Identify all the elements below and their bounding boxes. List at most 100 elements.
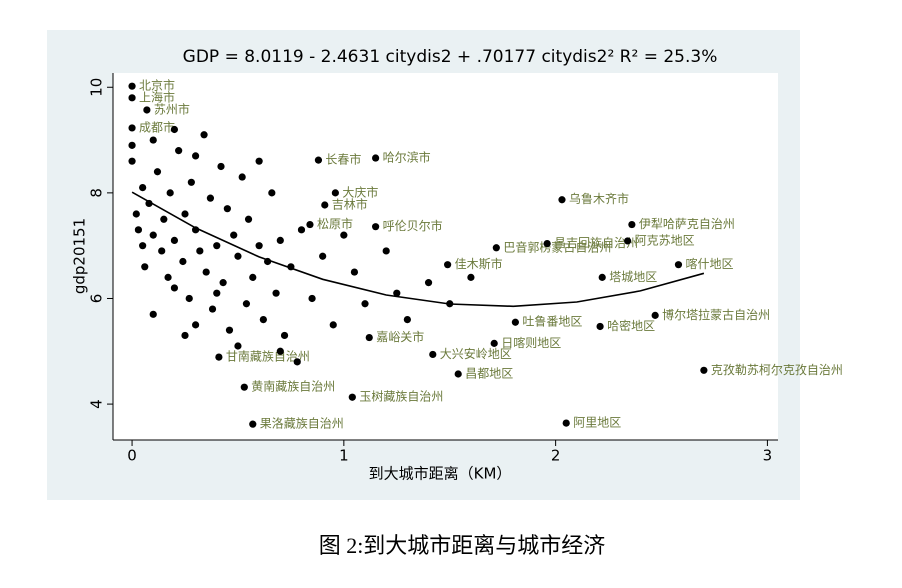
point: [181, 331, 189, 340]
point-label: 克孜勒苏柯尔克孜自治州: [711, 362, 843, 377]
point: [490, 339, 498, 347]
point: [196, 247, 204, 255]
point: [543, 239, 551, 248]
point: [143, 106, 151, 114]
point: [492, 244, 500, 252]
point: [340, 231, 348, 239]
point: [467, 273, 475, 281]
point: [213, 242, 221, 250]
point: [280, 331, 289, 340]
point-label: 阿克苏地区: [635, 233, 695, 247]
point: [170, 125, 179, 134]
point: [598, 273, 606, 281]
x-tick-label: 0: [127, 447, 137, 465]
point-label: 北京市: [139, 78, 175, 93]
point: [361, 300, 369, 308]
point: [128, 94, 136, 102]
point: [128, 141, 136, 149]
point: [208, 305, 217, 313]
point: [234, 252, 242, 260]
point-label: 大兴安岭地区: [440, 346, 512, 361]
point: [134, 226, 143, 234]
point: [149, 231, 157, 239]
point-label: 成都市: [139, 119, 175, 134]
point-label: 巴音郭楞蒙古自治州: [503, 239, 611, 254]
point: [145, 199, 153, 208]
point-label: 日喀则地区: [501, 336, 561, 350]
point: [372, 223, 380, 231]
point: [187, 178, 195, 186]
point-label: 阿里地区: [573, 416, 621, 430]
point-label: 玉树藏族自治州: [359, 389, 443, 404]
point: [181, 210, 189, 218]
point: [141, 263, 149, 271]
point: [166, 189, 174, 197]
point: [276, 347, 284, 355]
point-label: 塔城地区: [609, 270, 657, 284]
point: [153, 168, 162, 176]
point: [158, 247, 166, 255]
point: [213, 289, 221, 297]
point: [596, 322, 604, 331]
point: [234, 342, 242, 350]
point: [314, 156, 323, 164]
point: [329, 321, 337, 329]
point: [225, 326, 234, 334]
point: [348, 393, 356, 401]
point: [242, 300, 251, 308]
point: [200, 131, 208, 139]
point: [175, 147, 183, 155]
point-label: 长春市: [325, 152, 361, 167]
point: [255, 157, 263, 165]
y-tick-label: 8: [88, 188, 106, 198]
point: [365, 333, 373, 342]
point-label: 昌都地区: [465, 366, 513, 380]
point: [403, 316, 411, 324]
point: [230, 231, 238, 239]
x-axis-label: 到大城市距离（KM）: [369, 465, 512, 483]
chart-title: GDP = 8.0119 - 2.4631 citydis2 + .70177 …: [183, 47, 718, 67]
plot-area: [113, 73, 778, 440]
point: [249, 420, 257, 428]
point: [700, 366, 708, 374]
point-label: 佳木斯市: [455, 256, 503, 271]
point: [306, 220, 314, 229]
point: [393, 289, 401, 297]
point: [170, 284, 179, 292]
point: [255, 242, 263, 250]
point: [558, 196, 566, 204]
point: [511, 318, 519, 326]
point-label: 黄南藏族自治州: [251, 379, 335, 394]
point: [139, 242, 147, 250]
point: [350, 268, 359, 276]
point-label: 上海市: [139, 89, 175, 104]
point: [191, 152, 200, 160]
point: [628, 220, 636, 229]
point: [331, 189, 339, 197]
point: [179, 257, 187, 266]
point: [240, 383, 248, 391]
point-label: 乌鲁木齐市: [569, 191, 629, 206]
point: [259, 316, 267, 324]
point: [244, 215, 253, 223]
point: [139, 183, 147, 192]
point: [372, 154, 380, 162]
point: [217, 162, 225, 171]
point: [215, 353, 223, 361]
point: [206, 194, 215, 202]
point-label: 吉林市: [332, 197, 368, 212]
point: [276, 236, 284, 244]
point: [308, 294, 316, 303]
point-label: 昌吉回族自治州: [554, 236, 638, 250]
point: [149, 136, 157, 144]
point: [429, 350, 437, 359]
point-label: 博尔塔拉蒙古自治州: [662, 307, 770, 322]
point: [249, 273, 257, 281]
x-tick-label: 1: [339, 447, 349, 465]
point: [293, 358, 301, 366]
point-label: 哈尔滨市: [383, 150, 431, 165]
caption: 图 2:到大城市距离与城市经济: [319, 533, 606, 558]
point-label: 大庆市: [342, 184, 378, 199]
point-label: 松原市: [317, 216, 353, 231]
